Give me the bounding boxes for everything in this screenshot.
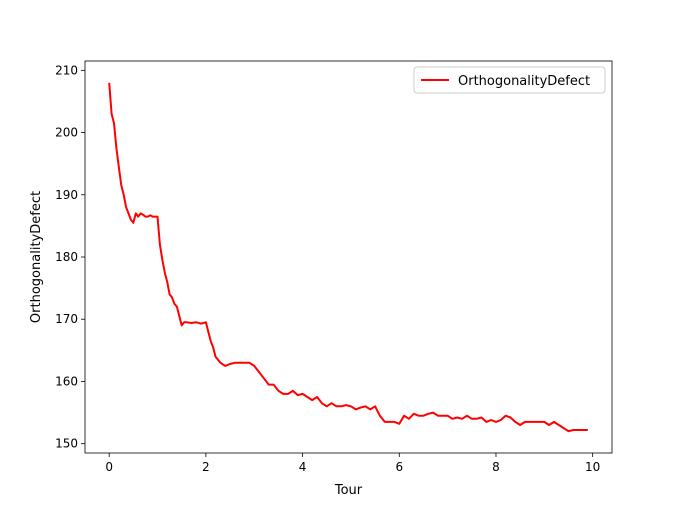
- x-tick-label: 8: [492, 460, 500, 474]
- y-tick-label: 150: [55, 437, 78, 451]
- y-tick-label: 170: [55, 312, 78, 326]
- y-tick-label: 210: [55, 63, 78, 77]
- y-tick-label: 200: [55, 126, 78, 140]
- y-tick-label: 190: [55, 188, 78, 202]
- x-axis-ticks: 0 2 4 6 8 10: [105, 453, 600, 474]
- legend-entry-label: OrthogonalityDefect: [458, 74, 590, 89]
- x-axis-label: Tour: [334, 483, 363, 498]
- series-line: [108, 82, 588, 433]
- x-tick-label: 2: [202, 460, 210, 474]
- x-tick-label: 4: [299, 460, 307, 474]
- y-axis-ticks: 150 160 170 180 190 200 210: [55, 63, 85, 451]
- x-tick-label: 0: [105, 460, 113, 474]
- legend: OrthogonalityDefect: [413, 66, 606, 94]
- plot-area: [85, 61, 612, 453]
- y-axis-label: OrthogonalityDefect: [29, 191, 44, 323]
- series-layer: [108, 82, 588, 433]
- y-tick-label: 180: [55, 250, 78, 264]
- legend-box: [413, 66, 606, 94]
- y-tick-label: 160: [55, 374, 78, 388]
- x-tick-label: 10: [585, 460, 600, 474]
- x-tick-label: 6: [395, 460, 403, 474]
